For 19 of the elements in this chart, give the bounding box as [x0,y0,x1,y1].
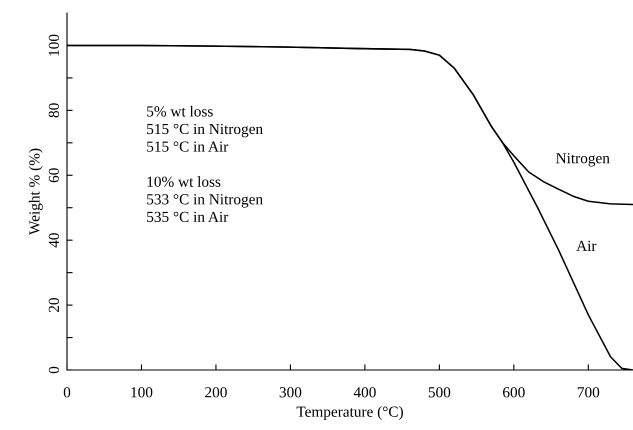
series-label: Nitrogen [556,153,610,166]
y-tick-label: 80 [48,103,60,118]
y-axis-title: Weight % (%) [28,148,43,235]
x-tick-label: 300 [280,387,302,398]
y-tick-label: 20 [48,298,60,312]
y-tick-label: 0 [48,366,60,374]
text: 5% wt loss 515 °C in Nitrogen 515 °C in Air 10% wt loss 533 °C in Nitrogen 535 °C in Air [147,106,263,222]
y-tick-label: 100 [48,34,60,56]
x-tick-label: 100 [131,387,152,398]
y-tick-label: 40 [48,233,60,248]
x-tick-label: 500 [428,387,450,398]
x-tick-label: 200 [205,387,227,398]
x-tick-label: 0 [64,387,70,398]
x-axis-title: Temperature (°C) [296,406,403,420]
series-label: Air [576,240,596,251]
x-tick-label: 700 [578,387,600,398]
x-tick-label: 600 [503,387,525,398]
y-tick-label: 60 [48,168,60,182]
x-tick-label: 400 [354,387,376,398]
